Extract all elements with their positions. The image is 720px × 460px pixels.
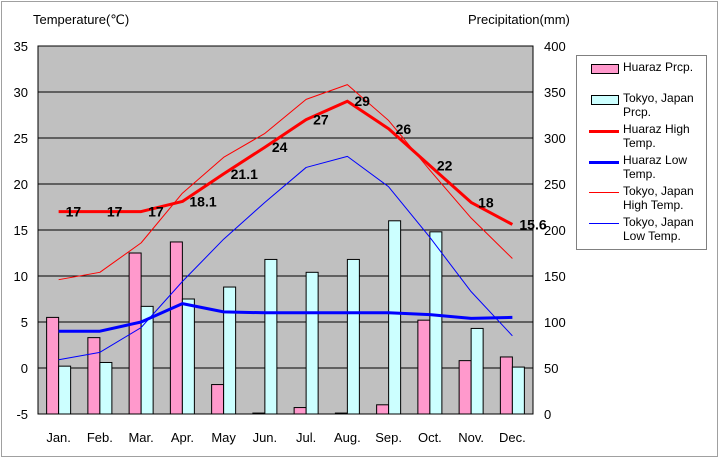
legend-swatch xyxy=(589,161,619,164)
bar-tokyo-prcp xyxy=(305,271,319,415)
legend-swatch xyxy=(589,192,619,193)
x-tick-label: Aug. xyxy=(334,430,361,445)
left-tick-label: 25 xyxy=(14,131,28,146)
legend-swatch xyxy=(589,223,619,224)
right-tick-label: 0 xyxy=(544,407,551,422)
legend-swatch xyxy=(589,130,619,133)
data-label: 17 xyxy=(66,204,82,220)
bar-tokyo-prcp xyxy=(429,231,443,415)
bar-huaraz-prcp xyxy=(458,360,472,415)
data-label: 18 xyxy=(478,194,494,210)
x-tick-label: Jul. xyxy=(296,430,316,445)
bar-huaraz-prcp xyxy=(211,384,225,415)
bar-huaraz-prcp xyxy=(87,337,101,415)
bar-tokyo-prcp xyxy=(264,258,278,415)
data-label: 26 xyxy=(396,121,412,137)
data-label: 27 xyxy=(313,112,329,128)
left-tick-label: 10 xyxy=(14,269,28,284)
bar-huaraz-prcp xyxy=(293,407,307,415)
bar-huaraz-prcp xyxy=(46,316,60,415)
legend-label: Tokyo, Japan High Temp. xyxy=(623,184,694,212)
legend-swatch xyxy=(591,95,619,105)
x-tick-label: Mar. xyxy=(128,430,153,445)
bar-tokyo-prcp xyxy=(99,361,113,415)
legend-label: Huaraz Prcp. xyxy=(623,60,694,74)
bar-tokyo-prcp xyxy=(346,258,360,415)
legend-label: Tokyo, Japan Low Temp. xyxy=(623,215,694,243)
x-tick-label: Feb. xyxy=(87,430,113,445)
data-label: 21.1 xyxy=(231,166,258,182)
legend-item: Huaraz Prcp. xyxy=(577,60,708,100)
left-axis-title: Temperature(℃) xyxy=(33,12,130,27)
data-label: 17 xyxy=(148,204,164,220)
legend-label: Huaraz High Temp. xyxy=(623,122,690,150)
legend-item: Tokyo, Japan Prcp. xyxy=(577,91,708,131)
left-tick-label: -5 xyxy=(16,407,28,422)
right-tick-label: 150 xyxy=(544,269,566,284)
right-tick-label: 300 xyxy=(544,131,566,146)
left-tick-label: 30 xyxy=(14,85,28,100)
x-tick-label: Dec. xyxy=(499,430,526,445)
bar-huaraz-prcp xyxy=(499,356,513,415)
line-series-2 xyxy=(58,84,513,281)
legend-label: Huaraz Low Temp. xyxy=(623,153,688,181)
left-tick-label: 20 xyxy=(14,177,28,192)
right-tick-label: 400 xyxy=(544,39,566,54)
x-tick-label: May xyxy=(211,430,236,445)
line-series-0 xyxy=(58,99,514,226)
bar-huaraz-prcp xyxy=(169,241,183,415)
bar-tokyo-prcp xyxy=(181,298,195,415)
bar-tokyo-prcp xyxy=(223,286,237,415)
bar-tokyo-prcp xyxy=(511,366,525,415)
x-tick-label: Oct. xyxy=(418,430,442,445)
right-tick-label: 250 xyxy=(544,177,566,192)
bar-tokyo-prcp xyxy=(470,327,484,415)
data-label: 18.1 xyxy=(189,193,216,209)
left-tick-label: 35 xyxy=(14,39,28,54)
x-tick-label: Sep. xyxy=(375,430,402,445)
left-tick-label: 0 xyxy=(21,361,28,376)
x-tick-label: Apr. xyxy=(171,430,194,445)
data-label: 29 xyxy=(354,93,370,109)
data-label: 22 xyxy=(437,158,453,174)
bar-huaraz-prcp xyxy=(376,404,390,415)
left-tick-label: 15 xyxy=(14,223,28,238)
x-tick-label: Jan. xyxy=(46,430,71,445)
left-tick-label: 5 xyxy=(21,315,28,330)
bar-tokyo-prcp xyxy=(58,365,72,415)
bar-tokyo-prcp xyxy=(388,220,402,415)
legend-item: Huaraz High Temp. xyxy=(577,122,708,162)
x-tick-label: Jun. xyxy=(253,430,278,445)
x-tick-label: Nov. xyxy=(458,430,484,445)
data-label: 17 xyxy=(107,204,123,220)
right-tick-label: 350 xyxy=(544,85,566,100)
legend-swatch xyxy=(591,64,619,74)
legend-item: Tokyo, Japan Low Temp. xyxy=(577,215,708,255)
right-axis-title: Precipitation(mm) xyxy=(468,12,570,27)
legend-label: Tokyo, Japan Prcp. xyxy=(623,91,694,119)
right-tick-label: 100 xyxy=(544,315,566,330)
line-series-3 xyxy=(58,155,513,361)
legend: Huaraz Prcp. Tokyo, Japan Prcp. Huaraz Hig… xyxy=(576,55,707,250)
legend-item: Tokyo, Japan High Temp. xyxy=(577,184,708,224)
bar-huaraz-prcp xyxy=(417,319,431,415)
line-series-1 xyxy=(58,302,513,333)
plot-border xyxy=(37,45,534,415)
right-tick-label: 200 xyxy=(544,223,566,238)
right-tick-label: 50 xyxy=(544,361,558,376)
legend-item: Huaraz Low Temp. xyxy=(577,153,708,193)
data-label: 24 xyxy=(272,139,288,155)
